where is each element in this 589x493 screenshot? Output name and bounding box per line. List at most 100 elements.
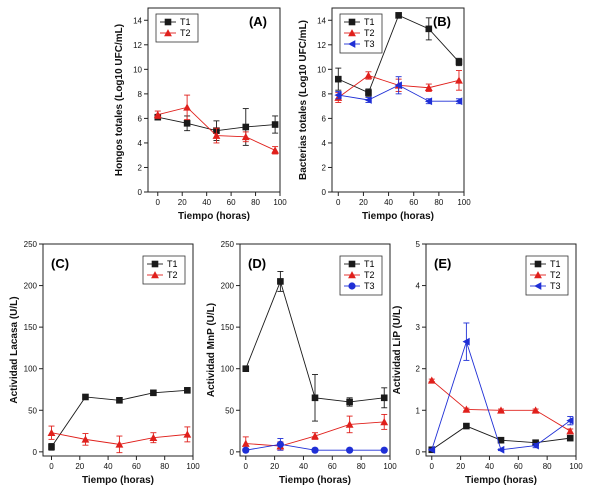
x-tick-label: 80	[434, 198, 443, 207]
y-tick-label: 250	[24, 240, 38, 249]
panel-b: 0 20 40 60 80 100 0 2 4 6 8 10 12 14 Tiempo (horas) Bac…	[298, 7, 471, 222]
x-axis-label: Tiempo (horas)	[465, 475, 537, 486]
y-tick-label: 14	[133, 16, 142, 25]
data-point	[271, 146, 280, 154]
y-axis-label: Actividad Lacasa (U/L)	[9, 296, 20, 403]
x-tick-label: 20	[178, 198, 187, 207]
data-point	[242, 123, 250, 131]
legend-label: T1	[167, 259, 178, 269]
series-t1	[242, 270, 388, 422]
data-point	[47, 428, 56, 437]
data-point	[566, 427, 575, 435]
x-tick-label: 0	[156, 198, 161, 207]
data-point	[424, 83, 433, 92]
y-tick-label: 2	[322, 163, 327, 172]
series-t1	[48, 387, 191, 451]
y-tick-label: 12	[317, 41, 326, 50]
x-tick-label: 100	[457, 198, 471, 207]
x-axis-label: Tiempo (horas)	[362, 211, 434, 222]
panel-label: (A)	[249, 14, 267, 29]
x-tick-label: 80	[160, 462, 169, 471]
data-point	[48, 443, 55, 451]
y-tick-label: 0	[322, 188, 327, 197]
data-point	[365, 89, 372, 96]
legend-label: T1	[180, 17, 191, 27]
data-point	[462, 337, 470, 346]
y-tick-label: 8	[322, 90, 327, 99]
x-tick-label: 100	[569, 462, 583, 471]
data-point	[346, 398, 353, 406]
data-point	[425, 25, 433, 33]
x-axis-label: Tiempo (horas)	[178, 211, 250, 222]
data-point	[346, 446, 354, 454]
series-line	[431, 340, 571, 451]
legend-label: T1	[550, 259, 561, 269]
legend-marker	[348, 18, 356, 26]
legend-label: T1	[364, 17, 375, 27]
y-axis-label: Actividad MnP (U/L)	[206, 303, 217, 397]
y-tick-label: 14	[317, 16, 326, 25]
legend-marker	[164, 18, 172, 26]
legend-marker	[348, 282, 356, 290]
data-point	[497, 436, 505, 444]
legend-box	[155, 13, 199, 43]
plot-frame	[239, 243, 391, 457]
x-tick-label: 100	[186, 462, 200, 471]
panel-label: (E)	[434, 256, 451, 271]
data-point	[395, 12, 402, 19]
plot-frame	[147, 7, 281, 193]
y-tick-label: 200	[221, 282, 235, 291]
series-t3	[427, 322, 574, 454]
legend-label: T3	[364, 281, 375, 291]
data-point	[497, 406, 505, 414]
data-point	[277, 278, 284, 285]
data-point	[153, 110, 162, 119]
y-tick-label: 0	[33, 448, 38, 457]
legend-marker	[534, 260, 542, 268]
data-point	[364, 96, 372, 104]
x-tick-label: 20	[359, 198, 368, 207]
data-point	[424, 97, 433, 106]
y-tick-label: 50	[28, 406, 37, 415]
y-tick-label: 2	[138, 163, 143, 172]
y-axis-label: Actividad LiP (U/L)	[392, 306, 403, 395]
plot-frame	[331, 7, 465, 193]
legend-label: T2	[364, 28, 375, 38]
data-point	[455, 58, 463, 66]
y-tick-label: 0	[416, 448, 421, 457]
y-tick-label: 100	[24, 365, 38, 374]
series-t2	[47, 425, 192, 454]
x-axis-label: Tiempo (horas)	[82, 475, 154, 486]
data-point	[150, 389, 157, 397]
y-tick-label: 6	[322, 114, 327, 123]
legend-label: T3	[364, 39, 375, 49]
x-tick-label: 20	[270, 462, 279, 471]
y-tick-label: 100	[221, 365, 235, 374]
x-tick-label: 0	[430, 462, 435, 471]
x-tick-label: 100	[383, 462, 397, 471]
data-point	[183, 120, 191, 127]
panel-label: (B)	[433, 14, 451, 29]
x-tick-label: 80	[357, 462, 366, 471]
legend-label: T2	[550, 270, 561, 280]
series-t1	[334, 12, 463, 97]
y-tick-label: 0	[138, 188, 143, 197]
y-tick-label: 10	[317, 65, 326, 74]
series-t3	[334, 76, 463, 106]
data-point	[364, 71, 373, 79]
y-tick-label: 150	[24, 323, 38, 332]
y-tick-label: 10	[133, 65, 142, 74]
plot-frame	[42, 243, 194, 457]
y-tick-label: 50	[225, 406, 234, 415]
data-point	[82, 393, 89, 401]
series-t2	[153, 94, 280, 155]
legend-label: T1	[364, 259, 375, 269]
x-tick-label: 80	[543, 462, 552, 471]
data-point	[334, 91, 342, 99]
data-point	[183, 430, 192, 438]
y-tick-label: 0	[230, 448, 235, 457]
data-point	[271, 121, 279, 128]
x-tick-label: 40	[299, 462, 308, 471]
